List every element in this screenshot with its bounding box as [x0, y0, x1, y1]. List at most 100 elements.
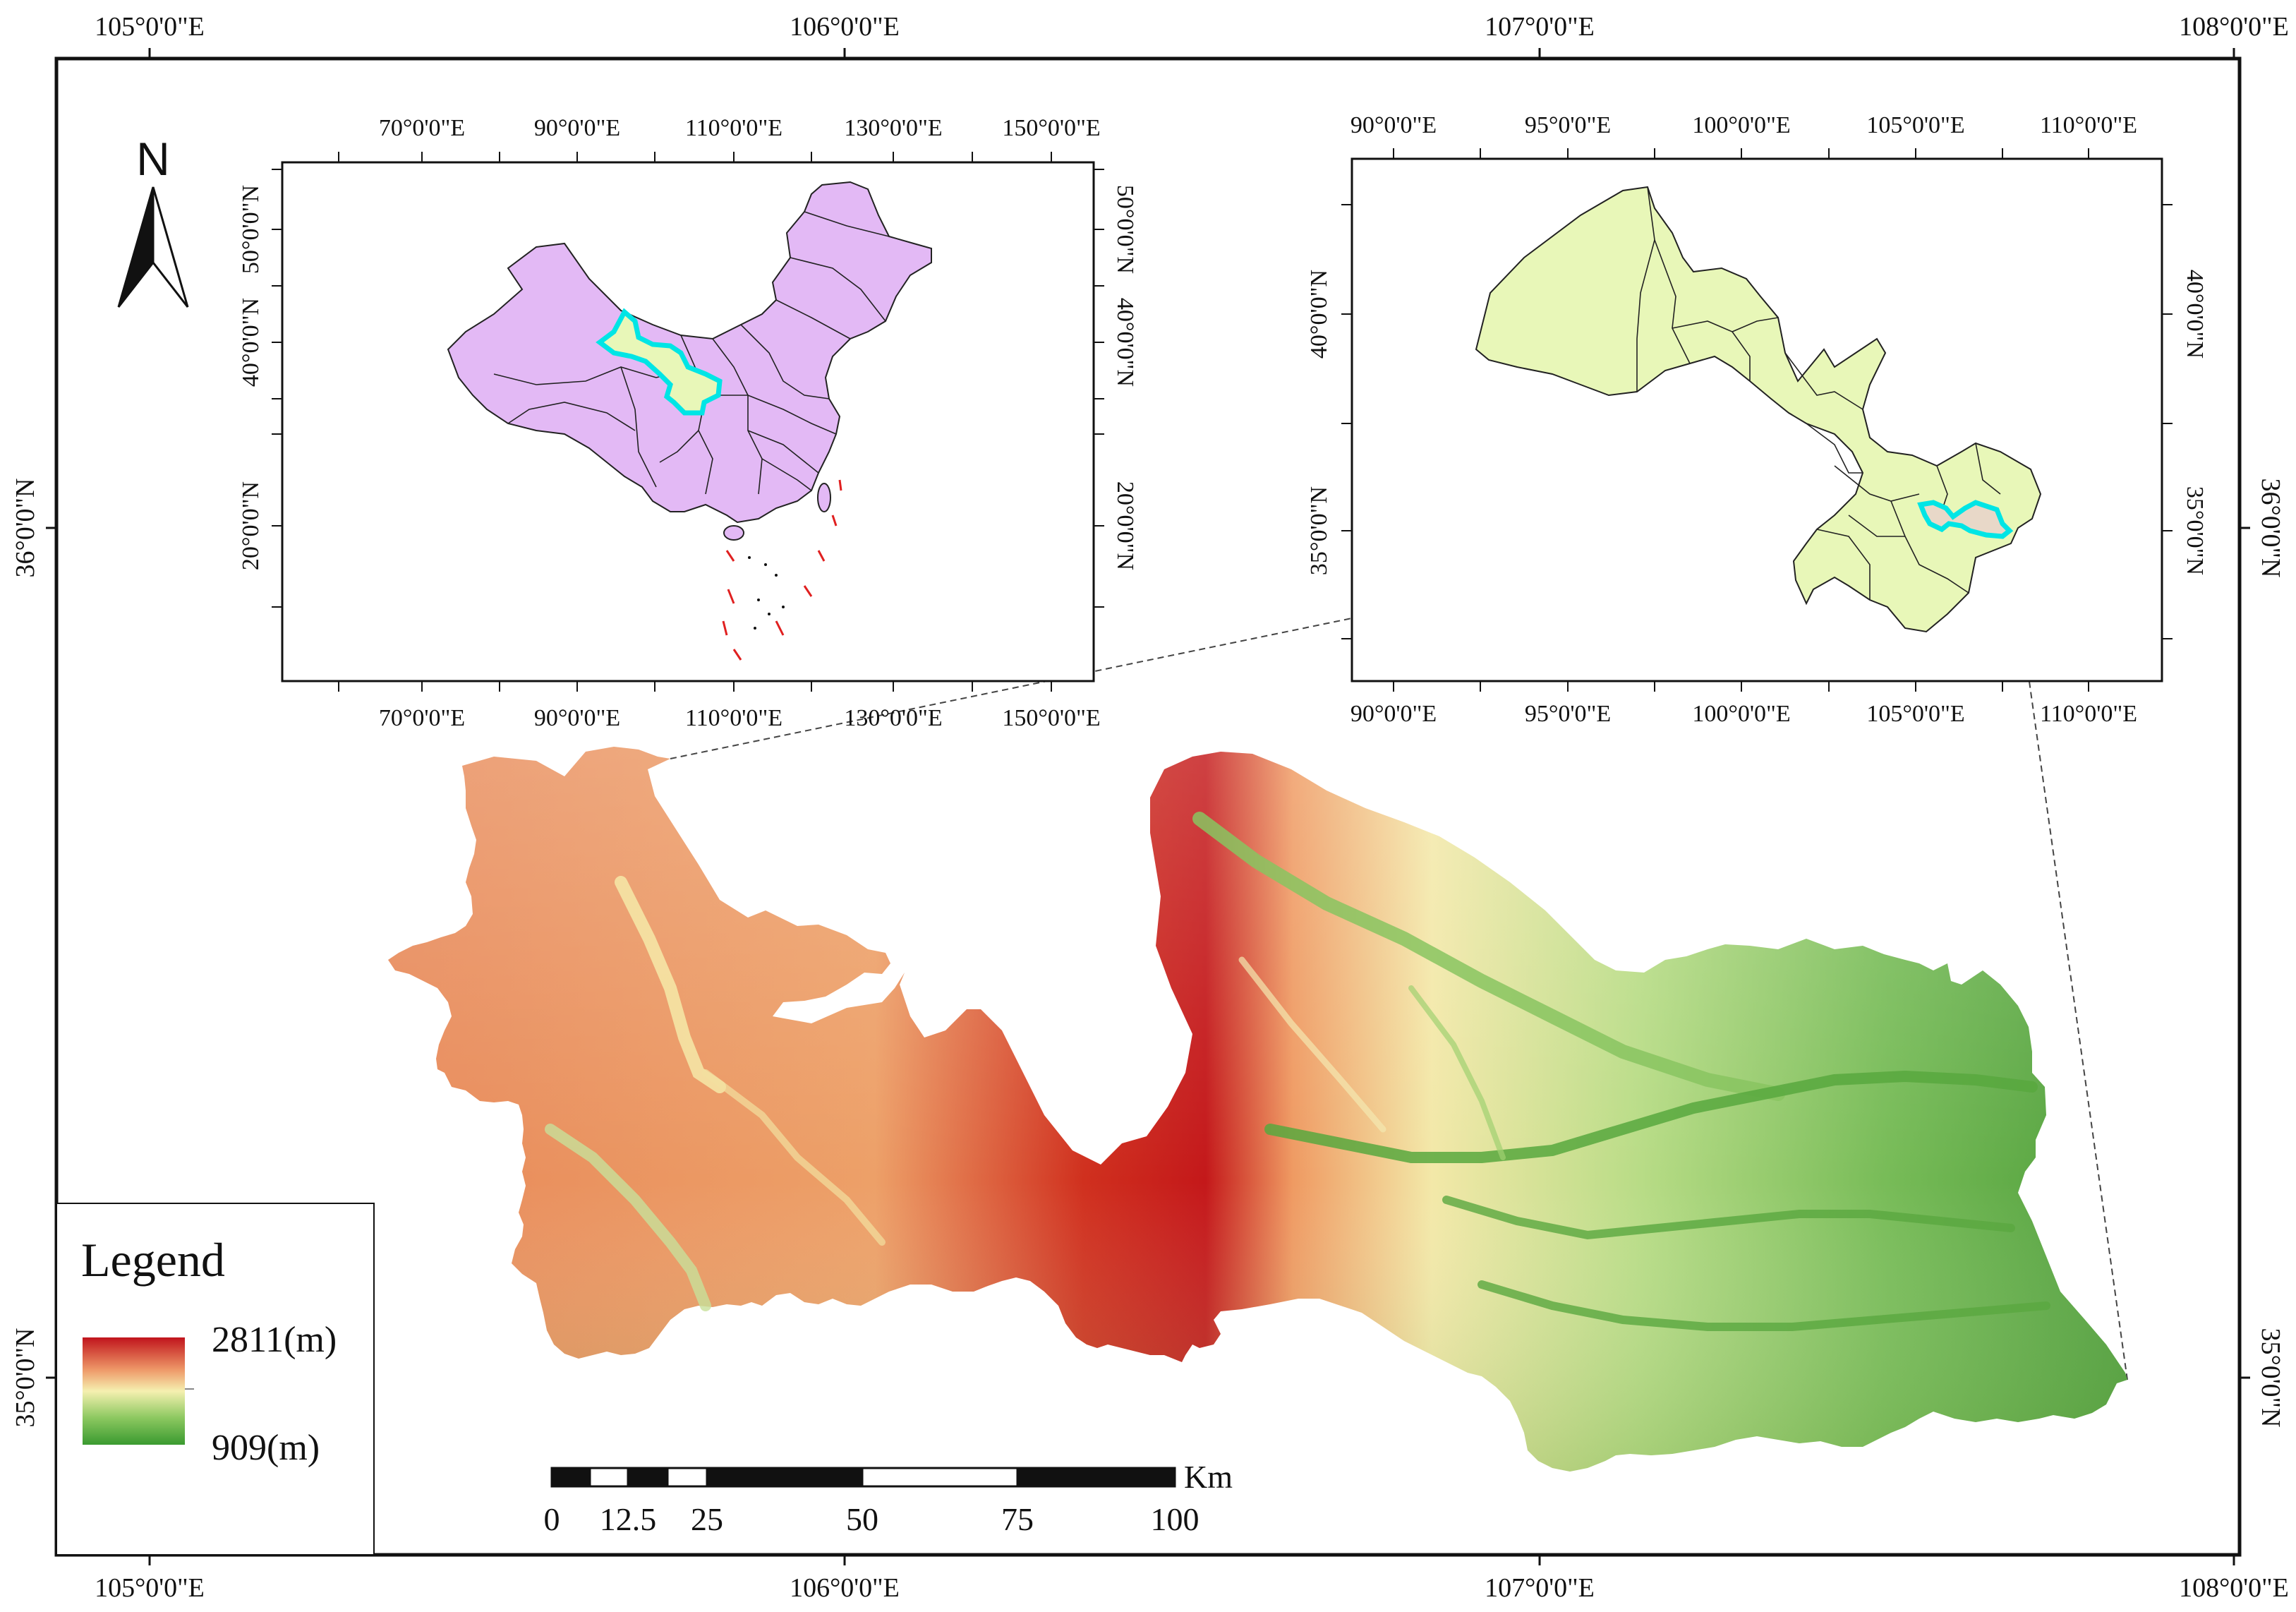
- outer-bottom-lon-label: 106°0'0"E: [790, 1573, 900, 1603]
- study-area-highlight-in-gansu: [1917, 500, 2014, 539]
- china-top-lon-label: 130°0'0"E: [844, 115, 942, 141]
- outer-bottom-lon-label: 105°0'0"E: [95, 1573, 205, 1603]
- gansu-bottom-lon-label: 100°0'0"E: [1692, 701, 1790, 727]
- gansu-top-lon-label: 110°0'0"E: [2040, 112, 2137, 138]
- legend-min-label: 909(m): [212, 1428, 320, 1468]
- outer-top-lon-label: 106°0'0"E: [790, 12, 900, 42]
- leader-line-right: [2007, 525, 2128, 1381]
- prefecture-line: [1834, 465, 1920, 502]
- prefecture-line: [1890, 500, 1969, 594]
- outer-left-lat-label: 35°0'0"N: [11, 1328, 40, 1428]
- scale-bar-segments: [550, 1467, 1176, 1488]
- valley-path: [545, 1124, 711, 1311]
- south-china-sea-islands: [748, 556, 785, 630]
- taiwan-island: [817, 483, 831, 512]
- outer-bottom-lon-labels: 105°0'0"E 106°0'0"E 107°0'0"E 108°0'0"E: [95, 1573, 2289, 1603]
- scale-bar-segment: [588, 1467, 629, 1488]
- prefecture-line: [1732, 317, 1779, 332]
- province-line: [804, 211, 890, 237]
- province-line: [507, 402, 636, 431]
- china-left-lat-label: 50°0'0"N: [238, 185, 264, 274]
- prefecture-line: [1784, 352, 1863, 410]
- prefecture-line: [1975, 443, 2001, 495]
- gansu-prefecture-boundaries: [1636, 186, 2001, 600]
- valley-path: [1478, 1280, 2050, 1331]
- nine-dash-line-segment: [725, 550, 735, 562]
- study-area-shading: [388, 747, 2127, 1472]
- island-dot: [757, 599, 760, 601]
- gansu-left-lat-label: 40°0'0"N: [1306, 270, 1332, 359]
- scale-bar-label: 50: [846, 1501, 878, 1537]
- nine-dash-line-segment: [817, 550, 826, 562]
- outer-top-lon-label: 108°0'0"E: [2179, 12, 2289, 42]
- province-line: [493, 366, 657, 385]
- china-bottom-lon-label: 110°0'0"E: [685, 705, 783, 731]
- china-bottom-lon-label: 70°0'0"E: [379, 705, 465, 731]
- prefecture-line: [1848, 515, 1905, 537]
- scale-bar-segment: [1016, 1467, 1176, 1488]
- valley-path: [1442, 1196, 2015, 1240]
- inset-gansu-left-lat-labels: 40°0'0"N 35°0'0"N: [1306, 270, 1332, 575]
- prefecture-line: [1816, 529, 1871, 600]
- legend-max-label: 2811(m): [212, 1320, 337, 1360]
- inset-gansu-frame: [1351, 157, 2163, 682]
- nine-dash-line-segment: [775, 620, 785, 636]
- scale-bar-label: 100: [1151, 1501, 1200, 1537]
- scale-bar-label: 25: [691, 1501, 723, 1537]
- prefecture-line: [1636, 186, 1655, 392]
- inset-china: 70°0'0"E 90°0'0"E 110°0'0"E 130°0'0"E 15…: [238, 115, 1138, 731]
- valley-path: [1192, 812, 1785, 1101]
- drainage-network: [545, 812, 2050, 1331]
- island-dot: [782, 606, 785, 608]
- island-dot: [764, 563, 767, 566]
- gansu-top-lon-label: 105°0'0"E: [1866, 112, 1964, 138]
- nine-dash-line-segment: [803, 585, 813, 597]
- province-line: [740, 324, 830, 399]
- outer-top-lon-label: 105°0'0"E: [95, 12, 205, 42]
- china-top-lon-label: 150°0'0"E: [1002, 115, 1100, 141]
- scale-bar-unit: Km: [1184, 1459, 1233, 1495]
- island-dot: [768, 613, 771, 615]
- outer-right-lat-label: 35°0'0"N: [2256, 1328, 2285, 1428]
- province-line: [747, 430, 819, 474]
- outer-top-lon-label: 107°0'0"E: [1485, 12, 1595, 42]
- gansu-province-outline: [1475, 186, 2042, 633]
- china-right-lat-label: 20°0'0"N: [1112, 481, 1138, 570]
- valley-path: [615, 876, 726, 1093]
- north-arrow: N: [117, 133, 189, 308]
- china-bottom-lon-label: 90°0'0"E: [534, 705, 620, 731]
- gansu-top-lon-label: 95°0'0"E: [1525, 112, 1611, 138]
- island-dot: [775, 574, 778, 577]
- outer-right-lat-labels: 36°0'0"N 35°0'0"N: [2256, 479, 2285, 1428]
- inset-gansu: 90°0'0"E 95°0'0"E 100°0'0"E 105°0'0"E 11…: [1306, 112, 2208, 727]
- inset-china-top-lon-labels: 70°0'0"E 90°0'0"E 110°0'0"E 130°0'0"E 15…: [379, 115, 1101, 141]
- scale-bar-segment: [861, 1467, 1019, 1488]
- outer-left-lat-label: 36°0'0"N: [11, 479, 40, 578]
- prefecture-line: [1806, 423, 1863, 474]
- china-top-lon-label: 90°0'0"E: [534, 115, 620, 141]
- china-top-lon-label: 110°0'0"E: [685, 115, 783, 141]
- legend: Legend 2811(m) 909(m): [56, 1203, 375, 1556]
- nine-dash-line-segment: [722, 620, 728, 636]
- scale-bar-segment: [666, 1467, 708, 1488]
- gansu-left-lat-label: 35°0'0"N: [1306, 486, 1332, 575]
- province-line: [790, 257, 886, 322]
- outer-left-lat-labels: 36°0'0"N 35°0'0"N: [11, 479, 40, 1428]
- valley-path: [702, 1069, 886, 1246]
- north-arrow-letter: N: [136, 133, 170, 185]
- nine-dash-line-segment: [727, 589, 735, 604]
- china-bottom-lon-label: 130°0'0"E: [844, 705, 942, 731]
- gansu-right-lat-label: 40°0'0"N: [2182, 270, 2208, 359]
- china-left-lat-label: 20°0'0"N: [238, 481, 264, 570]
- outer-bottom-lon-label: 107°0'0"E: [1485, 1573, 1595, 1603]
- scale-bar-label: 0: [544, 1501, 560, 1537]
- study-area-dem: [388, 747, 2127, 1472]
- province-line: [620, 366, 657, 488]
- legend-title: Legend: [81, 1233, 225, 1287]
- scale-bar-label: 12.5: [600, 1501, 657, 1537]
- north-arrow-right-half: [152, 186, 189, 308]
- island-dot: [748, 556, 751, 559]
- province-line: [747, 395, 837, 435]
- china-bottom-lon-label: 150°0'0"E: [1002, 705, 1100, 731]
